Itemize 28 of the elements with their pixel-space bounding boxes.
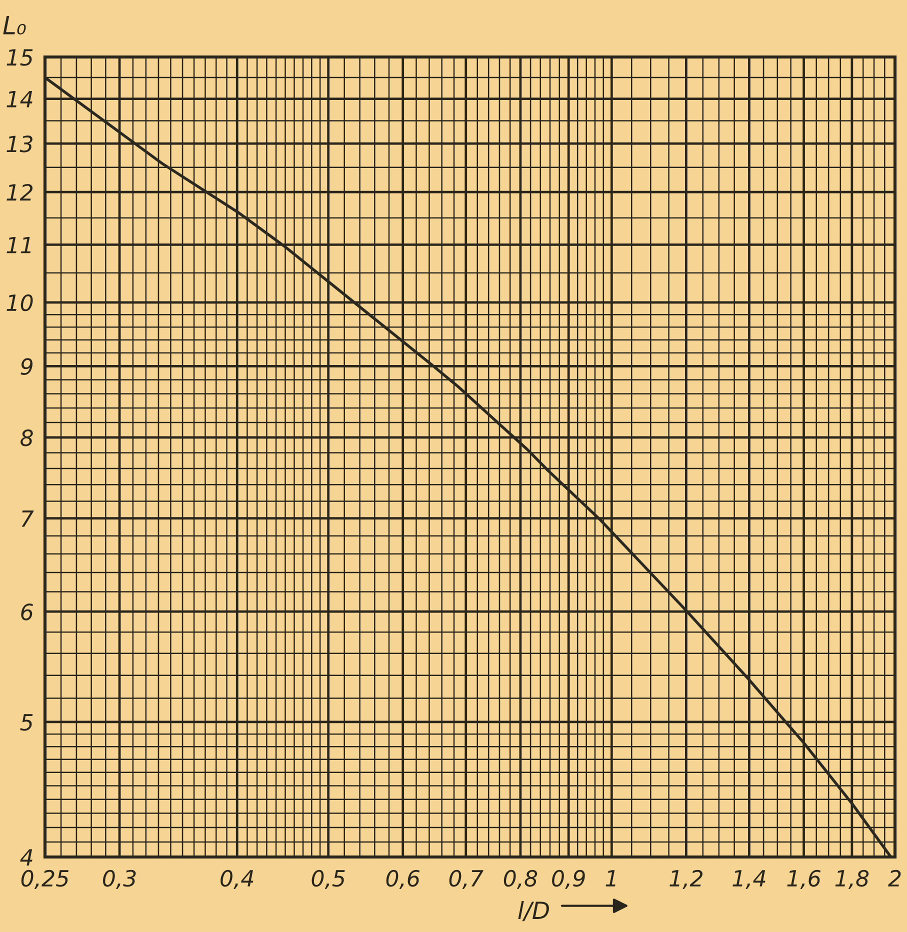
y-tick-label: 13 — [6, 136, 32, 152]
x-tick-label: 1 — [606, 870, 616, 886]
y-tick-label: 11 — [6, 236, 31, 254]
y-tick-label: 14 — [6, 91, 32, 108]
y-tick-label: 5 — [20, 714, 33, 731]
y-tick-label: 4 — [20, 849, 32, 866]
x-tick-label: 1,4 — [732, 870, 766, 889]
y-tick-label: 15 — [6, 49, 33, 66]
x-tick-label: 0,5 — [312, 870, 345, 889]
x-tick-label: 0,3 — [102, 870, 136, 889]
x-tick-label: 0,4 — [220, 870, 254, 889]
x-tick-label: 2 — [888, 870, 901, 886]
x-tick-label: 0,7 — [449, 870, 484, 889]
y-tick-label: 12 — [6, 184, 33, 200]
y-tick-label: 9 — [20, 358, 33, 375]
x-tick-label: 0,6 — [386, 870, 420, 889]
y-axis-title: L₀ — [3, 16, 26, 34]
y-tick-label: 7 — [22, 510, 34, 527]
x-tick-label: 1,2 — [670, 870, 702, 889]
y-tick-label: 8 — [20, 429, 33, 446]
x-tick-label: 0,25 — [21, 870, 69, 889]
x-tick-label: 1,8 — [835, 870, 869, 889]
x-tick-label: 0,8 — [504, 870, 538, 889]
y-tick-label: 10 — [6, 294, 33, 312]
x-tick-label: 1,6 — [787, 870, 820, 889]
y-tick-label: 6 — [21, 604, 33, 620]
x-axis-title: l/D — [518, 901, 549, 922]
x-tick-label: 0,9 — [552, 870, 585, 889]
